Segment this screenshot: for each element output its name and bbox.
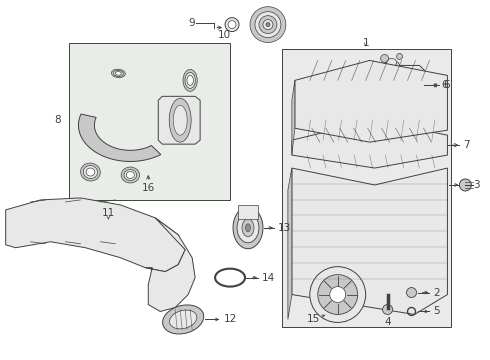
Text: 15: 15 <box>307 314 320 324</box>
Text: 16: 16 <box>142 183 155 193</box>
Ellipse shape <box>178 107 192 129</box>
Polygon shape <box>288 168 292 319</box>
Polygon shape <box>6 198 185 272</box>
Circle shape <box>318 275 358 315</box>
Circle shape <box>259 15 277 33</box>
Circle shape <box>330 287 346 302</box>
FancyBboxPatch shape <box>69 42 230 200</box>
Ellipse shape <box>113 71 123 76</box>
Ellipse shape <box>180 110 190 126</box>
Text: 8: 8 <box>54 115 61 125</box>
Ellipse shape <box>121 167 140 183</box>
Ellipse shape <box>115 72 122 75</box>
Ellipse shape <box>182 113 189 123</box>
Ellipse shape <box>111 69 125 78</box>
Ellipse shape <box>170 310 197 329</box>
Text: 10: 10 <box>218 30 231 40</box>
Polygon shape <box>292 120 447 168</box>
Circle shape <box>250 7 286 42</box>
Text: 11: 11 <box>102 208 115 218</box>
Text: 4: 4 <box>384 318 391 328</box>
Text: 1: 1 <box>362 37 369 48</box>
Polygon shape <box>78 114 161 162</box>
Circle shape <box>225 18 239 32</box>
Ellipse shape <box>242 219 254 237</box>
Polygon shape <box>158 96 200 144</box>
Text: 7: 7 <box>464 140 470 150</box>
Polygon shape <box>369 66 424 108</box>
Text: 9: 9 <box>189 18 195 28</box>
Circle shape <box>381 54 389 62</box>
Ellipse shape <box>187 75 194 85</box>
Ellipse shape <box>86 168 95 176</box>
Ellipse shape <box>163 305 204 334</box>
Circle shape <box>383 305 392 315</box>
Ellipse shape <box>124 170 137 180</box>
Circle shape <box>460 179 471 191</box>
Ellipse shape <box>384 60 399 71</box>
Circle shape <box>310 267 366 323</box>
Circle shape <box>407 288 416 298</box>
Circle shape <box>396 54 403 59</box>
Ellipse shape <box>387 58 396 67</box>
Circle shape <box>255 12 281 37</box>
Ellipse shape <box>83 166 98 179</box>
Text: 12: 12 <box>224 314 237 324</box>
Circle shape <box>263 20 273 30</box>
Text: 14: 14 <box>262 273 275 283</box>
Polygon shape <box>292 80 295 155</box>
Ellipse shape <box>183 69 197 91</box>
Ellipse shape <box>169 98 191 142</box>
Text: 13: 13 <box>278 223 291 233</box>
Ellipse shape <box>233 207 263 249</box>
Ellipse shape <box>245 224 250 232</box>
Polygon shape <box>145 218 195 311</box>
Circle shape <box>266 23 270 27</box>
FancyBboxPatch shape <box>282 49 451 328</box>
Text: 2: 2 <box>434 288 440 298</box>
Text: 6: 6 <box>441 80 448 90</box>
Polygon shape <box>295 60 447 142</box>
Ellipse shape <box>173 105 187 135</box>
Text: 6: 6 <box>443 80 450 90</box>
Bar <box>238 205 258 219</box>
Text: 3: 3 <box>473 180 480 190</box>
Ellipse shape <box>237 213 259 243</box>
Ellipse shape <box>185 72 196 88</box>
Circle shape <box>228 21 236 28</box>
Text: 5: 5 <box>434 306 440 316</box>
Polygon shape <box>292 168 447 315</box>
Ellipse shape <box>126 171 134 179</box>
Ellipse shape <box>80 163 100 181</box>
